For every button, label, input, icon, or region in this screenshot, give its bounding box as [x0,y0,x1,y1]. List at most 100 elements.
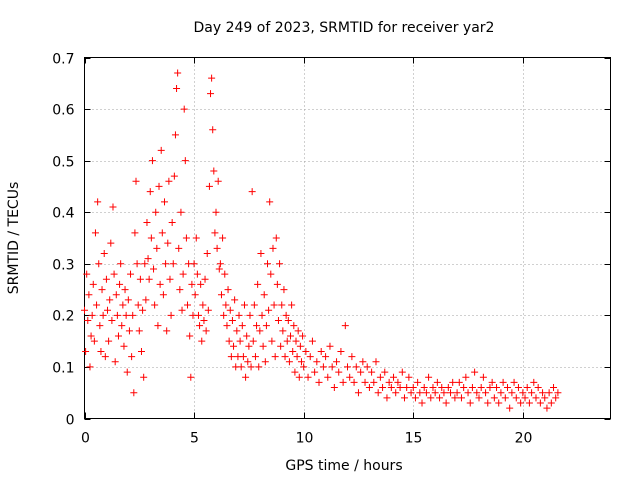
data-point [89,280,97,288]
data-point [226,306,234,314]
data-point [214,177,222,185]
data-point [255,363,263,371]
data-point [339,378,347,386]
data-point [512,394,520,402]
data-point [254,280,262,288]
data-point [152,208,160,216]
data-point [457,394,465,402]
data-point [416,389,424,397]
data-point [151,301,159,309]
data-point [139,306,147,314]
data-point [379,384,387,392]
data-point [244,358,252,366]
data-point [394,378,402,386]
data-point [215,265,223,273]
data-point [233,327,241,335]
data-point [420,384,428,392]
data-point [315,378,323,386]
data-point [368,368,376,376]
data-point [372,358,380,366]
data-point [545,389,553,397]
data-point [231,296,239,304]
data-point [425,373,433,381]
data-point [550,384,558,392]
data-point [154,322,162,330]
data-point [390,373,398,381]
data-point [539,389,547,397]
data-point [536,399,544,407]
data-point [523,384,531,392]
data-point [242,373,250,381]
data-point [191,291,199,299]
data-point [442,399,450,407]
data-point [501,394,509,402]
data-point [370,378,378,386]
data-point [528,389,536,397]
data-point [436,394,444,402]
data-point [521,394,529,402]
data-point [169,260,177,268]
data-point [153,244,161,252]
data-point [102,275,110,283]
data-point [503,384,511,392]
data-point [82,347,90,355]
data-point [462,373,470,381]
data-point [208,74,216,82]
data-point [387,384,395,392]
data-point [519,389,527,397]
data-point [211,229,219,237]
data-point [210,167,218,175]
data-point [247,363,255,371]
data-point [198,337,206,345]
data-point [107,239,115,247]
data-point [400,394,408,402]
data-point [333,358,341,366]
data-point [119,301,127,309]
data-point [477,384,485,392]
data-point [223,322,231,330]
data-point [118,322,126,330]
data-point [128,353,136,361]
data-point [407,389,415,397]
data-point [475,394,483,402]
x-tick-label: 15 [405,431,423,447]
tick-layer: 0 0.1 0.2 0.3 0.4 0.5 0.6 0.7 0 5 10 15 20 [52,52,611,447]
data-point [543,404,551,412]
data-point [158,229,166,237]
data-point [354,389,362,397]
data-point [181,157,189,165]
data-point [209,126,217,134]
y-tick-label: 0.1 [52,361,74,377]
data-point [123,368,131,376]
y-tick-label: 0 [66,413,75,429]
data-point [460,384,468,392]
data-point [288,301,296,309]
data-point [179,270,187,278]
data-point [285,358,293,366]
data-point [376,373,384,381]
data-point [468,384,476,392]
data-point [230,342,238,350]
data-point [258,311,266,319]
data-point [91,229,99,237]
data-point [253,322,261,330]
data-point [170,172,178,180]
data-point [541,394,549,402]
data-point [201,275,209,283]
data-point [464,389,472,397]
data-point [117,260,125,268]
data-point [174,69,182,77]
data-point [552,394,560,402]
data-point [284,317,292,325]
data-point [444,384,452,392]
data-point [125,327,133,335]
data-point [205,182,213,190]
data-point [346,373,354,381]
data-point [249,337,257,345]
data-point [132,177,140,185]
data-point [271,353,279,361]
data-point [157,146,165,154]
data-point [488,378,496,386]
data-point [120,342,128,350]
data-point [238,322,246,330]
